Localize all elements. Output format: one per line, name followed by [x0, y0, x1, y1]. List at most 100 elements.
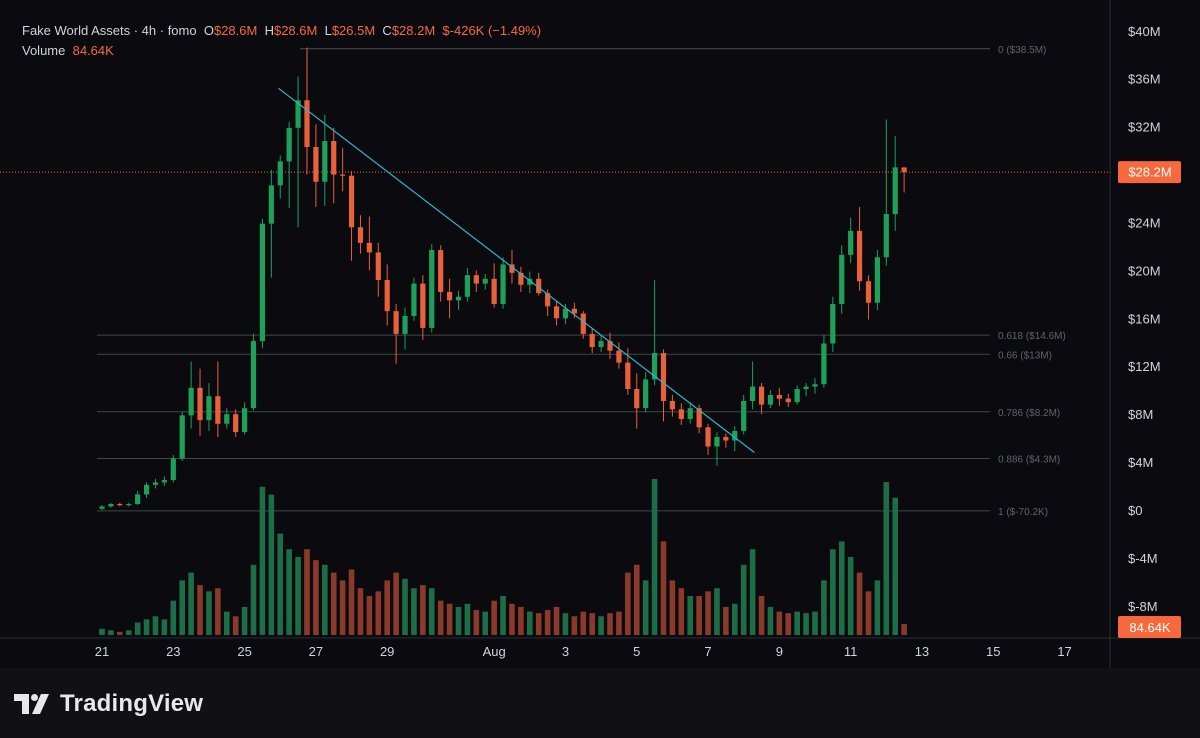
candle-body[interactable]	[660, 353, 667, 401]
candle-body[interactable]	[197, 387, 203, 421]
candle-body[interactable]	[669, 400, 675, 410]
candle-body[interactable]	[482, 278, 488, 284]
candle-body[interactable]	[259, 223, 266, 342]
candle-body[interactable]	[874, 257, 880, 303]
candle-body[interactable]	[384, 279, 390, 312]
candle-body[interactable]	[170, 458, 176, 481]
candle-body[interactable]	[224, 414, 230, 424]
candle-body[interactable]	[723, 436, 729, 441]
candle-body[interactable]	[571, 308, 577, 314]
candle-body[interactable]	[126, 504, 132, 506]
candle-body[interactable]	[509, 264, 515, 273]
candle-body[interactable]	[580, 313, 586, 334]
candle-body[interactable]	[839, 254, 845, 304]
tradingview-brand[interactable]: TradingView	[14, 690, 203, 718]
candle-body[interactable]	[518, 272, 524, 285]
trendline[interactable]	[278, 87, 755, 453]
candle-body[interactable]	[135, 494, 141, 505]
candle-body[interactable]	[545, 293, 551, 307]
candle-body[interactable]	[491, 278, 497, 304]
candle-body[interactable]	[99, 506, 105, 509]
candle-body[interactable]	[634, 389, 640, 409]
candle-body[interactable]	[794, 389, 800, 403]
candle-body[interactable]	[366, 242, 372, 253]
candle-body[interactable]	[242, 408, 248, 433]
candle-body[interactable]	[411, 283, 417, 316]
candle-body[interactable]	[357, 227, 364, 243]
candle-body[interactable]	[625, 362, 631, 390]
candle-body[interactable]	[562, 308, 569, 319]
volume-bar	[758, 596, 765, 635]
candle-body[interactable]	[438, 250, 444, 292]
candle-body[interactable]	[705, 427, 711, 447]
candle-body[interactable]	[322, 141, 328, 182]
candle-body[interactable]	[295, 100, 301, 128]
candle-body[interactable]	[161, 480, 167, 483]
candle-body[interactable]	[304, 100, 310, 148]
candle-body[interactable]	[553, 306, 560, 319]
candle-body[interactable]	[643, 379, 649, 409]
candle-body[interactable]	[331, 141, 337, 175]
x-axis-labels[interactable]: 21 23 25 27 29 Aug 3 5 7 9 11 13 15 17	[95, 644, 1072, 659]
candle-body[interactable]	[455, 296, 462, 301]
candle-body[interactable]	[589, 333, 595, 348]
candle-body[interactable]	[473, 275, 479, 284]
candle-body[interactable]	[108, 504, 114, 507]
candle-body[interactable]	[856, 230, 863, 282]
candle-body[interactable]	[268, 185, 274, 224]
y-axis-labels[interactable]: $40M$36M$32M$28M$24M$20M$16M$12M$8M$4M$0…	[1128, 24, 1161, 614]
candle-body[interactable]	[188, 387, 194, 416]
candle-body[interactable]	[429, 250, 435, 328]
candle-body[interactable]	[250, 341, 257, 409]
candle-body[interactable]	[286, 127, 292, 162]
candle-body[interactable]	[865, 281, 872, 303]
candle-body[interactable]	[446, 291, 453, 301]
candle-body[interactable]	[767, 394, 774, 405]
candle-body[interactable]	[696, 408, 702, 428]
candle-body[interactable]	[750, 386, 756, 401]
candle-body[interactable]	[776, 394, 782, 399]
candle-body[interactable]	[313, 147, 319, 182]
candle-body[interactable]	[607, 341, 613, 351]
candle-body[interactable]	[732, 430, 738, 441]
candle-body[interactable]	[393, 311, 399, 334]
symbol-label[interactable]: Fake World Assets · 4h · fomo	[22, 23, 197, 38]
candle-body[interactable]	[348, 175, 355, 228]
candle-body[interactable]	[830, 303, 836, 344]
candle-body[interactable]	[277, 161, 283, 186]
candle-body[interactable]	[179, 415, 185, 459]
candle-body[interactable]	[500, 264, 506, 304]
candle-body[interactable]	[464, 275, 471, 297]
candle-body[interactable]	[687, 408, 693, 419]
candle-body[interactable]	[848, 230, 854, 255]
candle-body[interactable]	[892, 167, 898, 215]
candle-body[interactable]	[340, 174, 346, 176]
candle-body[interactable]	[785, 398, 791, 403]
candle-body[interactable]	[901, 167, 907, 173]
candle-body[interactable]	[233, 414, 239, 433]
candle-body[interactable]	[215, 396, 221, 424]
candle-body[interactable]	[402, 315, 408, 334]
candle-body[interactable]	[420, 283, 426, 328]
candle-body[interactable]	[536, 278, 542, 294]
candle-body[interactable]	[651, 353, 658, 380]
candle-body[interactable]	[758, 386, 765, 405]
candle-body[interactable]	[117, 504, 123, 506]
candle-body[interactable]	[821, 343, 827, 385]
candle-body[interactable]	[152, 482, 159, 485]
volume-bar	[812, 611, 818, 635]
candle-body[interactable]	[741, 400, 747, 431]
candle-body[interactable]	[812, 384, 818, 387]
candle-body[interactable]	[527, 278, 533, 285]
candle-body[interactable]	[803, 386, 809, 390]
candle-body[interactable]	[206, 396, 212, 421]
candle-body[interactable]	[598, 341, 604, 348]
candle-body[interactable]	[883, 214, 889, 258]
chart-svg[interactable]: 0 ($38.5M) 0.618 ($14.6M) 0.66 ($13M) 0.786…	[0, 0, 1200, 668]
candle-body[interactable]	[714, 436, 720, 447]
candle-body[interactable]	[616, 350, 622, 363]
candle-body[interactable]	[678, 409, 684, 419]
candle-body[interactable]	[143, 484, 150, 495]
candle-body[interactable]	[375, 252, 381, 280]
volume-label[interactable]: Volume	[22, 43, 66, 58]
